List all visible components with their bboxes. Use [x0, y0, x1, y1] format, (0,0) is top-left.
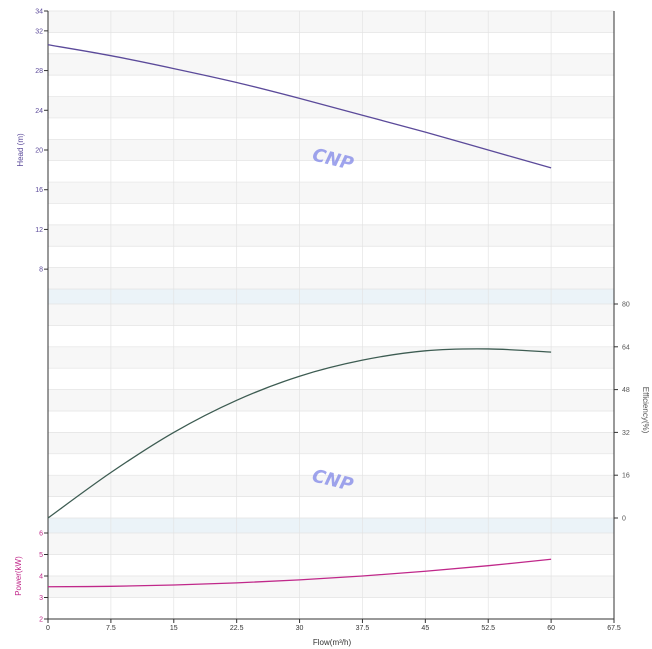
x-tick-label: 52.5 [481, 625, 495, 632]
power-curve [47, 558, 552, 588]
x-tick-label: 67.5 [607, 625, 621, 632]
efficiency-tick-label: 64 [622, 344, 630, 351]
head-tick-label: 24 [35, 108, 43, 115]
efficiency-tick-label: 16 [622, 473, 630, 480]
head-curve [47, 44, 552, 169]
head-tick-label: 20 [35, 148, 43, 155]
power-tick-label: 6 [39, 531, 43, 538]
head-tick-label: 8 [39, 267, 43, 274]
efficiency-axis-title: Efficiency(%) [641, 387, 650, 434]
power-tick-label: 2 [39, 617, 43, 624]
x-tick-label: 22.5 [230, 625, 244, 632]
separator-band-2 [48, 518, 614, 533]
efficiency-curve [47, 348, 552, 519]
head-tick-label: 34 [35, 9, 43, 16]
power-tick-label: 4 [39, 574, 43, 581]
x-tick-label: 37.5 [356, 625, 370, 632]
x-tick-label: 45 [421, 625, 429, 632]
efficiency-tick-label: 48 [622, 387, 630, 394]
head-tick-label: 28 [35, 68, 43, 75]
x-tick-label: 0 [46, 625, 50, 632]
power-tick-label: 5 [39, 552, 43, 559]
head-tick-label: 12 [35, 227, 43, 234]
power-axis-title: Power(kW) [14, 556, 23, 596]
efficiency-tick-label: 80 [622, 302, 630, 309]
x-tick-label: 7.5 [106, 625, 116, 632]
power-tick-label: 3 [39, 595, 43, 602]
x-tick-label: 60 [547, 625, 555, 632]
head-tick-label: 16 [35, 187, 43, 194]
x-tick-label: 30 [296, 625, 304, 632]
efficiency-tick-label: 0 [622, 516, 626, 523]
x-tick-label: 15 [170, 625, 178, 632]
efficiency-tick-label: 32 [622, 430, 630, 437]
head-axis-title: Head (m) [16, 133, 25, 167]
separator-band-1 [48, 289, 614, 304]
x-axis-title: Flow(m³/h) [313, 638, 352, 647]
head-tick-label: 32 [35, 28, 43, 35]
